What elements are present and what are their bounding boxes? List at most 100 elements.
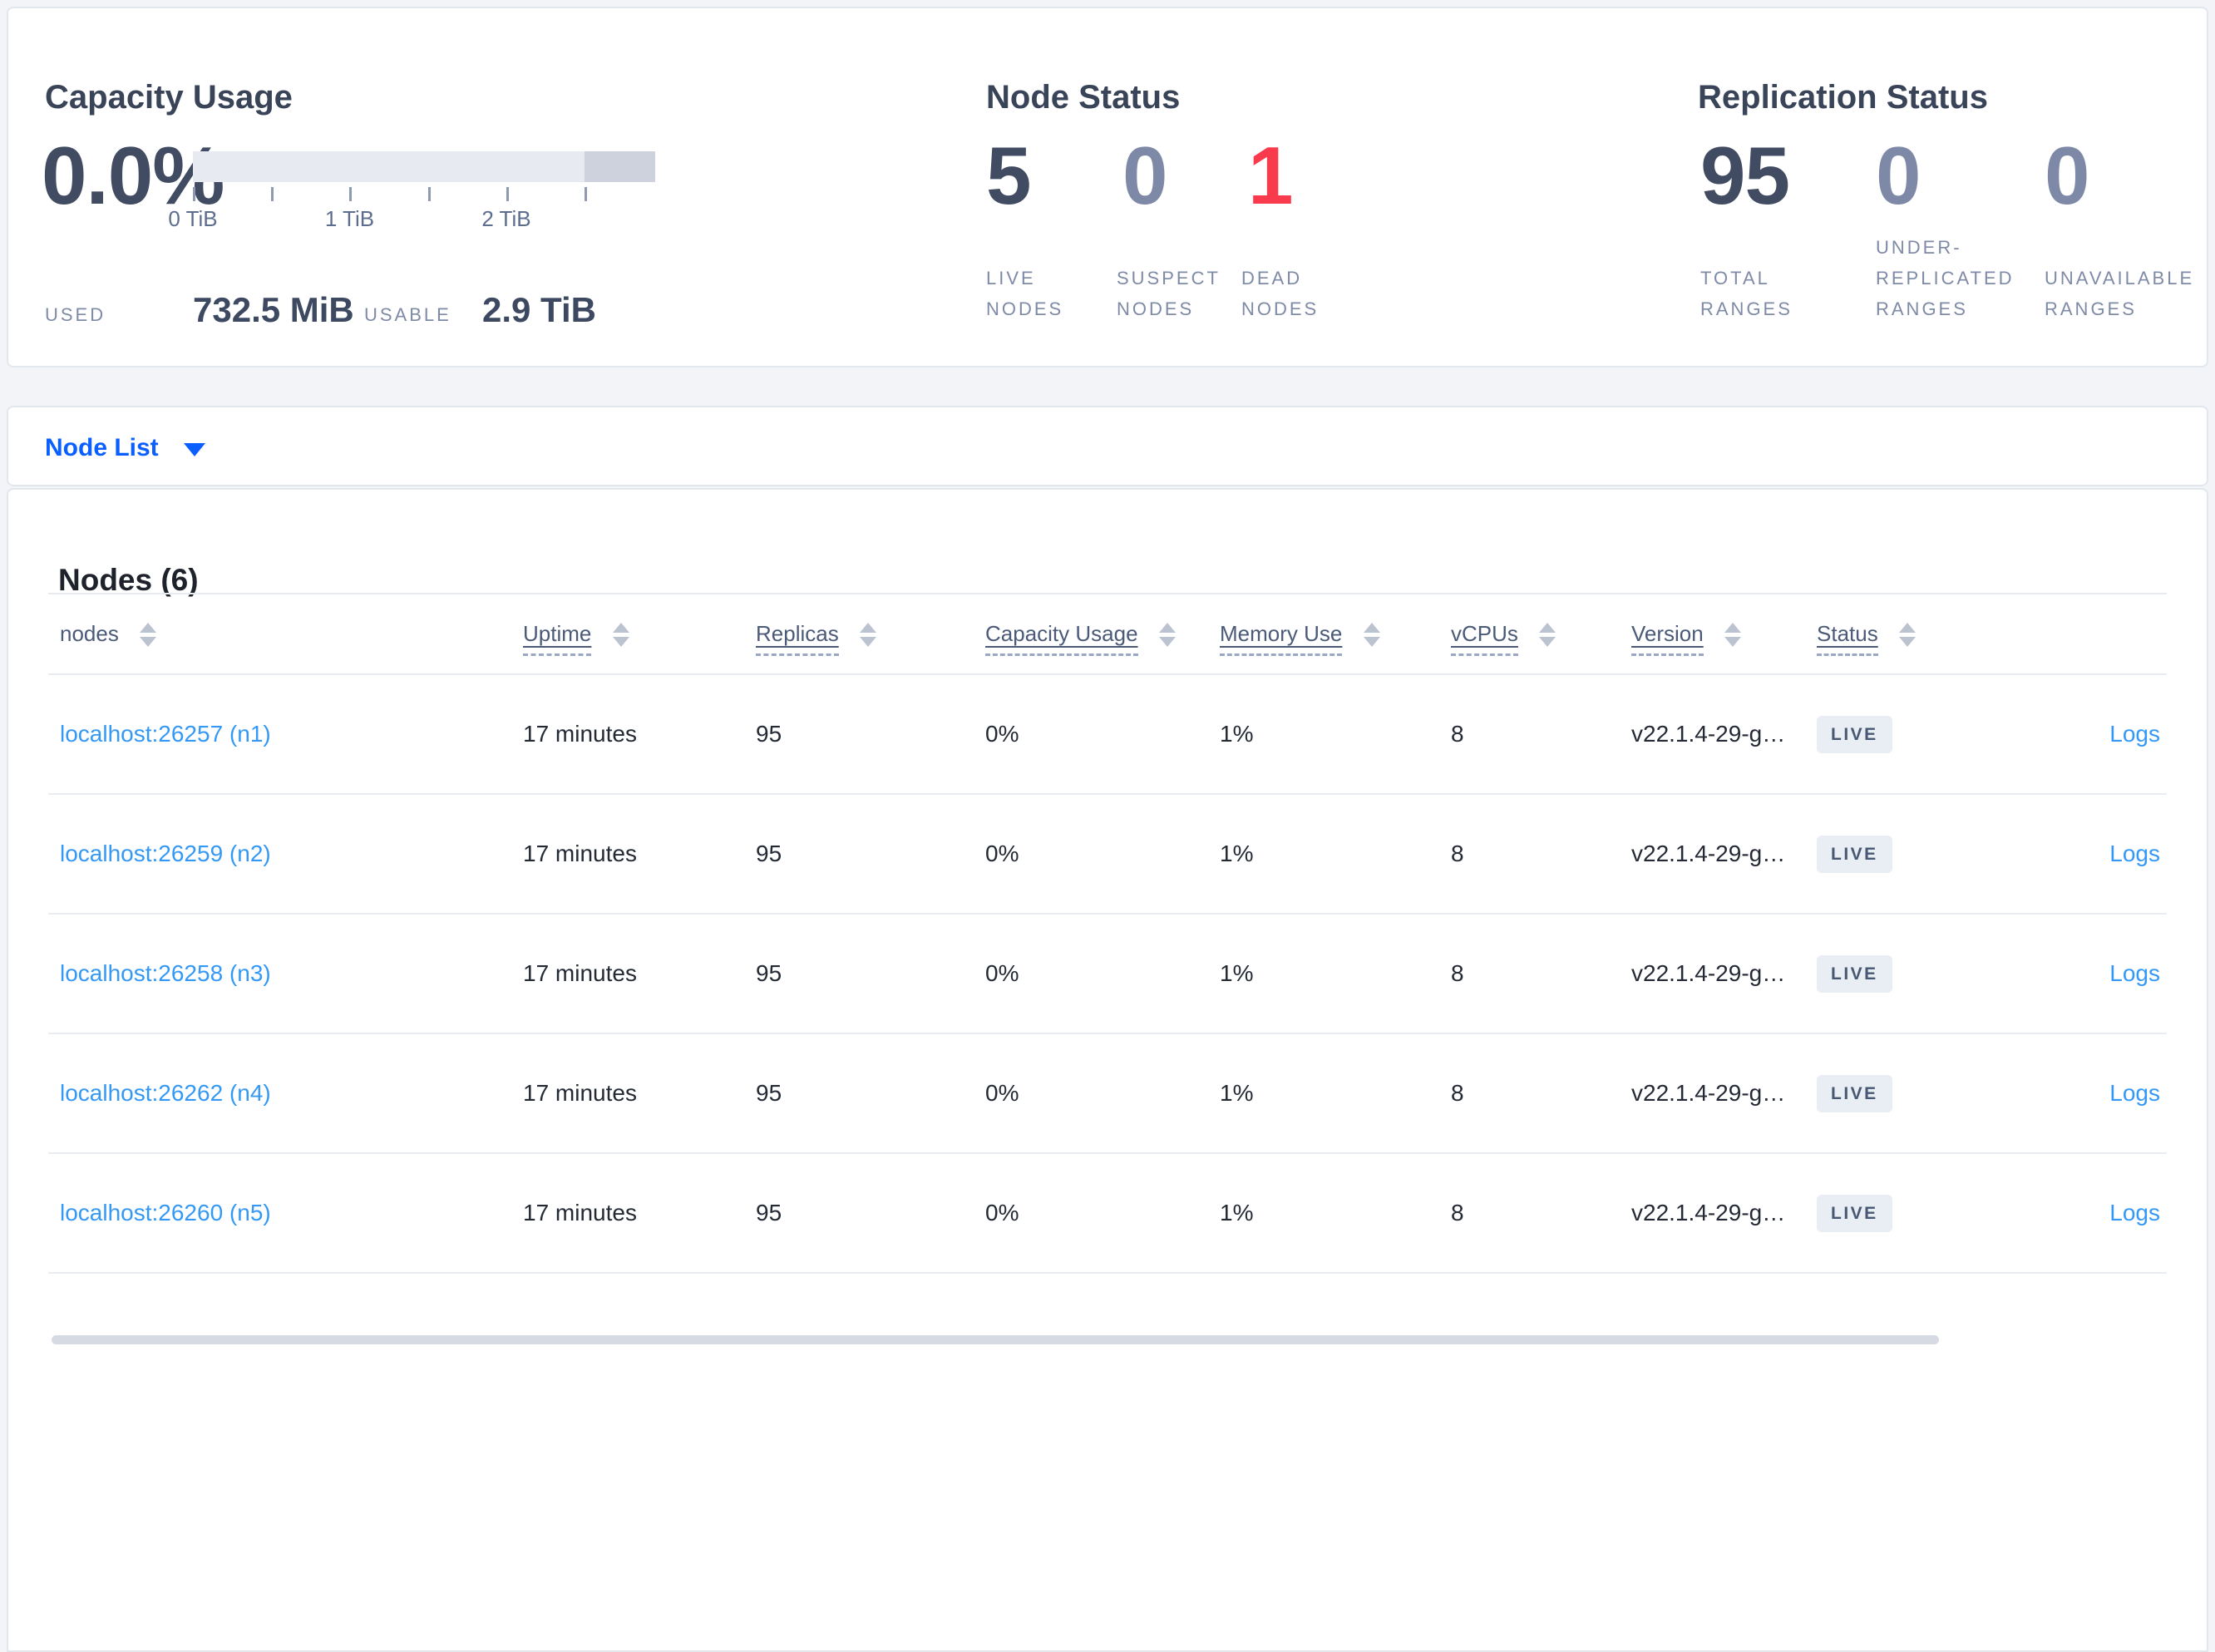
table-header-row: nodes Uptime Replicas Capacity Usage Mem… bbox=[48, 594, 2167, 673]
table-row: localhost:26257 (n1) 17 minutes 95 0% 1%… bbox=[48, 675, 2167, 795]
view-selector-card: Node List bbox=[7, 406, 2208, 486]
sort-icon bbox=[612, 623, 629, 648]
logs-link[interactable]: Logs bbox=[2109, 1200, 2160, 1225]
suspect-nodes-count: 0 bbox=[1122, 130, 1168, 221]
status-badge: LIVE bbox=[1817, 954, 1892, 993]
column-header-replicas[interactable]: Replicas bbox=[756, 620, 985, 656]
capacity-bar-tail bbox=[585, 151, 655, 182]
capacity-usage-cell: 0% bbox=[985, 960, 1019, 986]
horizontal-scrollbar[interactable] bbox=[52, 1335, 1939, 1344]
column-header-capacity-usage[interactable]: Capacity Usage bbox=[985, 620, 1220, 656]
status-badge: LIVE bbox=[1817, 835, 1892, 873]
status-badge: LIVE bbox=[1817, 1074, 1892, 1112]
total-ranges-label: TOTAL RANGES bbox=[1700, 268, 1793, 319]
usable-label: USABLE bbox=[364, 304, 451, 325]
dead-nodes-count: 1 bbox=[1248, 130, 1294, 221]
node-link[interactable]: localhost:26258 (n3) bbox=[60, 960, 271, 986]
status-badge: LIVE bbox=[1817, 1194, 1892, 1232]
version-cell: v22.1.4-29-g… bbox=[1631, 841, 1786, 866]
vcpus-cell: 8 bbox=[1451, 721, 1464, 747]
used-value: 732.5 MiB bbox=[193, 290, 354, 329]
version-cell: v22.1.4-29-g… bbox=[1631, 960, 1786, 986]
memory-use-cell: 1% bbox=[1220, 721, 1254, 747]
logs-link[interactable]: Logs bbox=[2109, 960, 2160, 986]
vcpus-cell: 8 bbox=[1451, 1080, 1464, 1106]
vcpus-cell: 8 bbox=[1451, 841, 1464, 866]
uptime-cell: 17 minutes bbox=[523, 960, 637, 986]
tick-label-2tib: 2 TiB bbox=[481, 206, 531, 231]
dead-nodes-label: DEAD NODES bbox=[1241, 268, 1320, 319]
table-header-divider bbox=[48, 673, 2167, 675]
uptime-cell: 17 minutes bbox=[523, 1080, 637, 1106]
sort-icon bbox=[1724, 623, 1741, 648]
column-header-memory-use[interactable]: Memory Use bbox=[1220, 620, 1451, 656]
uptime-cell: 17 minutes bbox=[523, 1200, 637, 1225]
memory-use-cell: 1% bbox=[1220, 1200, 1254, 1225]
tick-label-0tib: 0 TiB bbox=[168, 206, 218, 231]
sort-icon bbox=[859, 623, 876, 648]
suspect-nodes-label: SUSPECT NODES bbox=[1117, 268, 1221, 319]
node-link[interactable]: localhost:26257 (n1) bbox=[60, 721, 271, 747]
logs-link[interactable]: Logs bbox=[2109, 841, 2160, 866]
table-row: localhost:26260 (n5) 17 minutes 95 0% 1%… bbox=[48, 1154, 2167, 1274]
table-row: localhost:26259 (n2) 17 minutes 95 0% 1%… bbox=[48, 795, 2167, 915]
under-replicated-ranges-label: UNDER- REPLICATED RANGES bbox=[1876, 237, 2015, 319]
usable-value: 2.9 TiB bbox=[482, 290, 596, 329]
replicas-cell: 95 bbox=[756, 1080, 782, 1106]
column-header-uptime[interactable]: Uptime bbox=[523, 620, 756, 656]
uptime-cell: 17 minutes bbox=[523, 721, 637, 747]
under-replicated-ranges-count: 0 bbox=[1876, 130, 1921, 221]
vcpus-cell: 8 bbox=[1451, 960, 1464, 986]
nodes-heading: Nodes (6) bbox=[58, 562, 199, 597]
live-nodes-count: 5 bbox=[986, 130, 1032, 221]
version-cell: v22.1.4-29-g… bbox=[1631, 1080, 1786, 1106]
capacity-usage-bar bbox=[193, 151, 655, 182]
memory-use-cell: 1% bbox=[1220, 960, 1254, 986]
table-row: localhost:26258 (n3) 17 minutes 95 0% 1%… bbox=[48, 915, 2167, 1034]
column-header-status[interactable]: Status bbox=[1817, 620, 2097, 656]
capacity-usage-cell: 0% bbox=[985, 721, 1019, 747]
capacity-usage-cell: 0% bbox=[985, 1080, 1019, 1106]
capacity-bar-track bbox=[193, 151, 655, 182]
replicas-cell: 95 bbox=[756, 721, 782, 747]
sort-icon bbox=[140, 623, 157, 648]
capacity-usage-title: Capacity Usage bbox=[45, 79, 293, 116]
status-badge: LIVE bbox=[1817, 715, 1892, 753]
replicas-cell: 95 bbox=[756, 1200, 782, 1225]
memory-use-cell: 1% bbox=[1220, 841, 1254, 866]
version-cell: v22.1.4-29-g… bbox=[1631, 721, 1786, 747]
table-row: localhost:26262 (n4) 17 minutes 95 0% 1%… bbox=[48, 1034, 2167, 1154]
live-nodes-label: LIVE NODES bbox=[986, 268, 1064, 319]
node-link[interactable]: localhost:26260 (n5) bbox=[60, 1200, 271, 1225]
capacity-axis-ticks bbox=[193, 187, 655, 201]
logs-link[interactable]: Logs bbox=[2109, 1080, 2160, 1106]
unavailable-ranges-label: UNAVAILABLE RANGES bbox=[2045, 268, 2195, 319]
version-cell: v22.1.4-29-g… bbox=[1631, 1200, 1786, 1225]
sort-icon bbox=[1158, 623, 1176, 648]
total-ranges-count: 95 bbox=[1700, 130, 1790, 221]
logs-link[interactable]: Logs bbox=[2109, 721, 2160, 747]
node-link[interactable]: localhost:26262 (n4) bbox=[60, 1080, 271, 1106]
sort-icon bbox=[1363, 623, 1380, 648]
capacity-usage-cell: 0% bbox=[985, 841, 1019, 866]
capacity-axis-labels: 0 TiB 1 TiB 2 TiB bbox=[168, 206, 655, 231]
unavailable-ranges-count: 0 bbox=[2045, 130, 2090, 221]
sort-icon bbox=[1539, 623, 1556, 648]
cluster-summary-card: Capacity Usage 0.0% 0 TiB 1 TiB 2 TiB US… bbox=[7, 7, 2208, 367]
tick-label-1tib: 1 TiB bbox=[324, 206, 375, 231]
used-label: USED bbox=[45, 304, 106, 325]
node-link[interactable]: localhost:26259 (n2) bbox=[60, 841, 271, 866]
chevron-down-icon bbox=[183, 442, 205, 456]
table-top-divider bbox=[48, 593, 2167, 594]
node-list-dropdown-label: Node List bbox=[45, 433, 159, 461]
node-status-title: Node Status bbox=[986, 79, 1181, 116]
column-header-vcpus[interactable]: vCPUs bbox=[1451, 620, 1631, 656]
capacity-usage-cell: 0% bbox=[985, 1200, 1019, 1225]
column-header-nodes[interactable]: nodes bbox=[60, 621, 523, 648]
node-list-dropdown[interactable]: Node List bbox=[45, 407, 205, 488]
replicas-cell: 95 bbox=[756, 960, 782, 986]
column-header-version[interactable]: Version bbox=[1631, 620, 1817, 656]
nodes-table: nodes Uptime Replicas Capacity Usage Mem… bbox=[48, 593, 2167, 1274]
vcpus-cell: 8 bbox=[1451, 1200, 1464, 1225]
memory-use-cell: 1% bbox=[1220, 1080, 1254, 1106]
